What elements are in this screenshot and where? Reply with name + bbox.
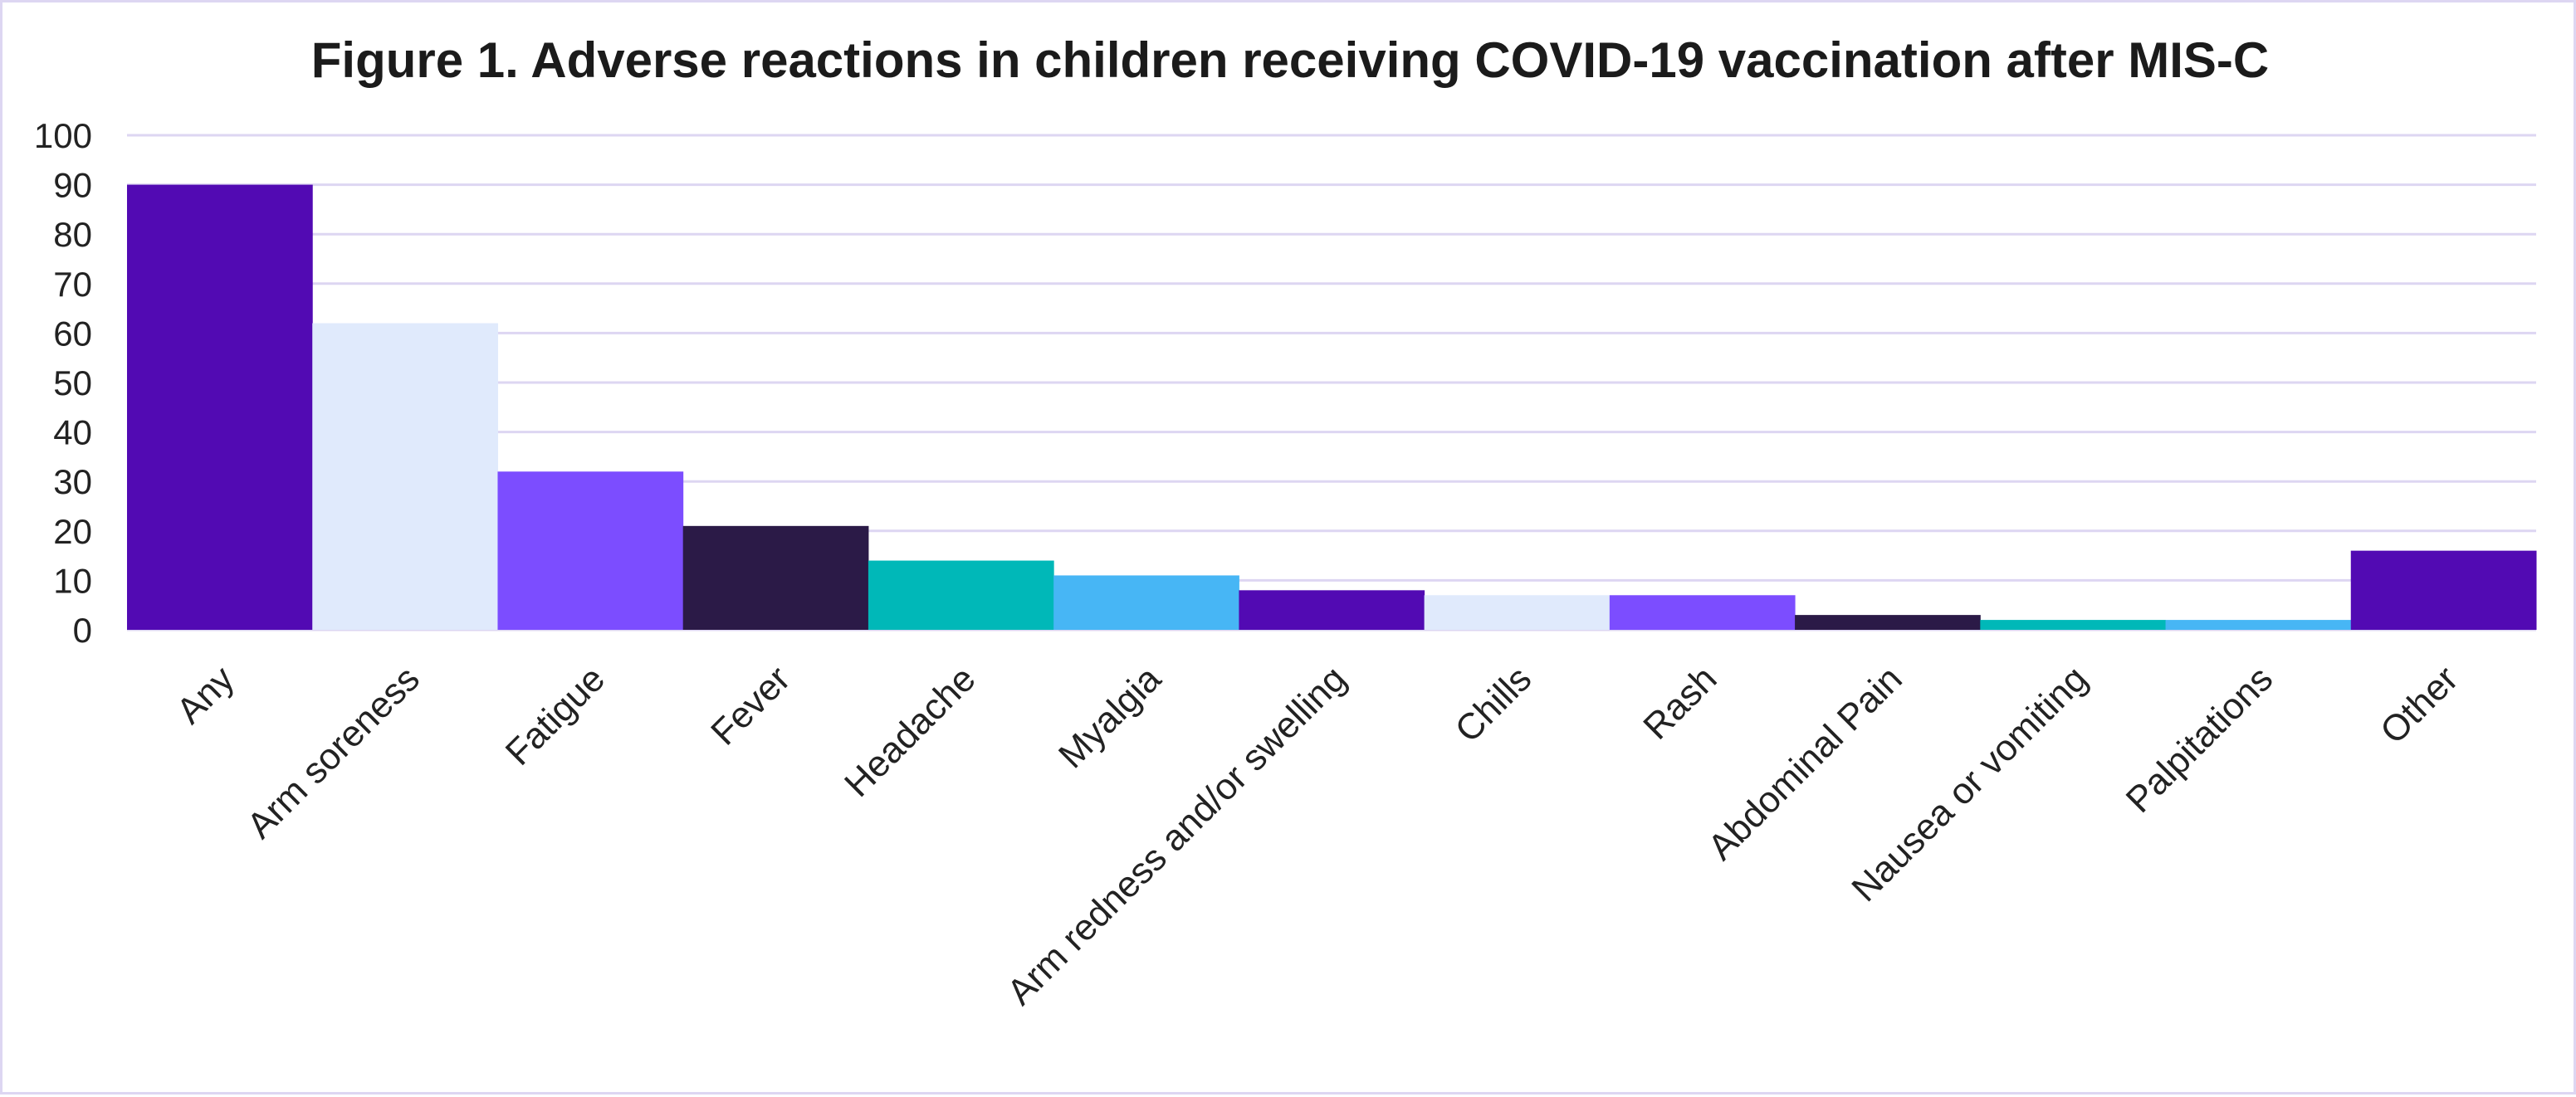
- bar-palpitations: [2165, 620, 2352, 630]
- bar-nausea-or-vomiting: [1980, 620, 2167, 630]
- bars: [127, 184, 2537, 631]
- y-tick-label: 30: [53, 462, 92, 501]
- bar-myalgia: [1053, 575, 1239, 630]
- y-axis-ticks: 0 10 20 30 40 50 60 70 80 90 100: [34, 116, 92, 650]
- y-tick-label: 80: [53, 215, 92, 254]
- bar-abdominal-pain: [1795, 615, 1981, 630]
- bar-fatigue: [497, 471, 684, 630]
- x-tick-label: Fever: [703, 658, 798, 753]
- x-tick-label: Rash: [1635, 658, 1724, 747]
- y-tick-label: 0: [73, 611, 92, 650]
- y-tick-label: 50: [53, 363, 92, 402]
- y-tick-label: 10: [53, 561, 92, 600]
- bar-any: [127, 184, 313, 631]
- y-tick-label: 40: [53, 413, 92, 452]
- x-tick-label: Myalgia: [1051, 658, 1169, 776]
- bar-rash: [1609, 595, 1796, 630]
- y-tick-label: 20: [53, 512, 92, 551]
- chart-title: Figure 1. Adverse reactions in children …: [311, 32, 2270, 88]
- bar-arm-redness-and-or-swelling: [1239, 590, 1425, 630]
- x-tick-label: Any: [169, 658, 242, 731]
- x-tick-label: Other: [2373, 658, 2466, 751]
- x-tick-label: Chills: [1448, 658, 1540, 750]
- x-tick-label: Arm redness and/or swelling: [1000, 658, 1354, 1012]
- x-tick-label: Fatigue: [498, 658, 613, 773]
- bar-arm-soreness: [312, 323, 498, 630]
- y-tick-label: 90: [53, 166, 92, 205]
- bar-chills: [1424, 595, 1611, 630]
- bar-other: [2350, 550, 2537, 630]
- bar-fever: [682, 525, 869, 630]
- x-tick-label: Arm soreness: [239, 658, 428, 846]
- y-tick-label: 100: [34, 116, 92, 155]
- y-tick-label: 70: [53, 265, 92, 304]
- bar-headache: [868, 560, 1054, 630]
- x-tick-label: Abdominal Pain: [1700, 658, 1910, 868]
- y-tick-label: 60: [53, 314, 92, 353]
- x-tick-label: Headache: [837, 658, 984, 805]
- x-tick-label: Palpitations: [2119, 658, 2281, 821]
